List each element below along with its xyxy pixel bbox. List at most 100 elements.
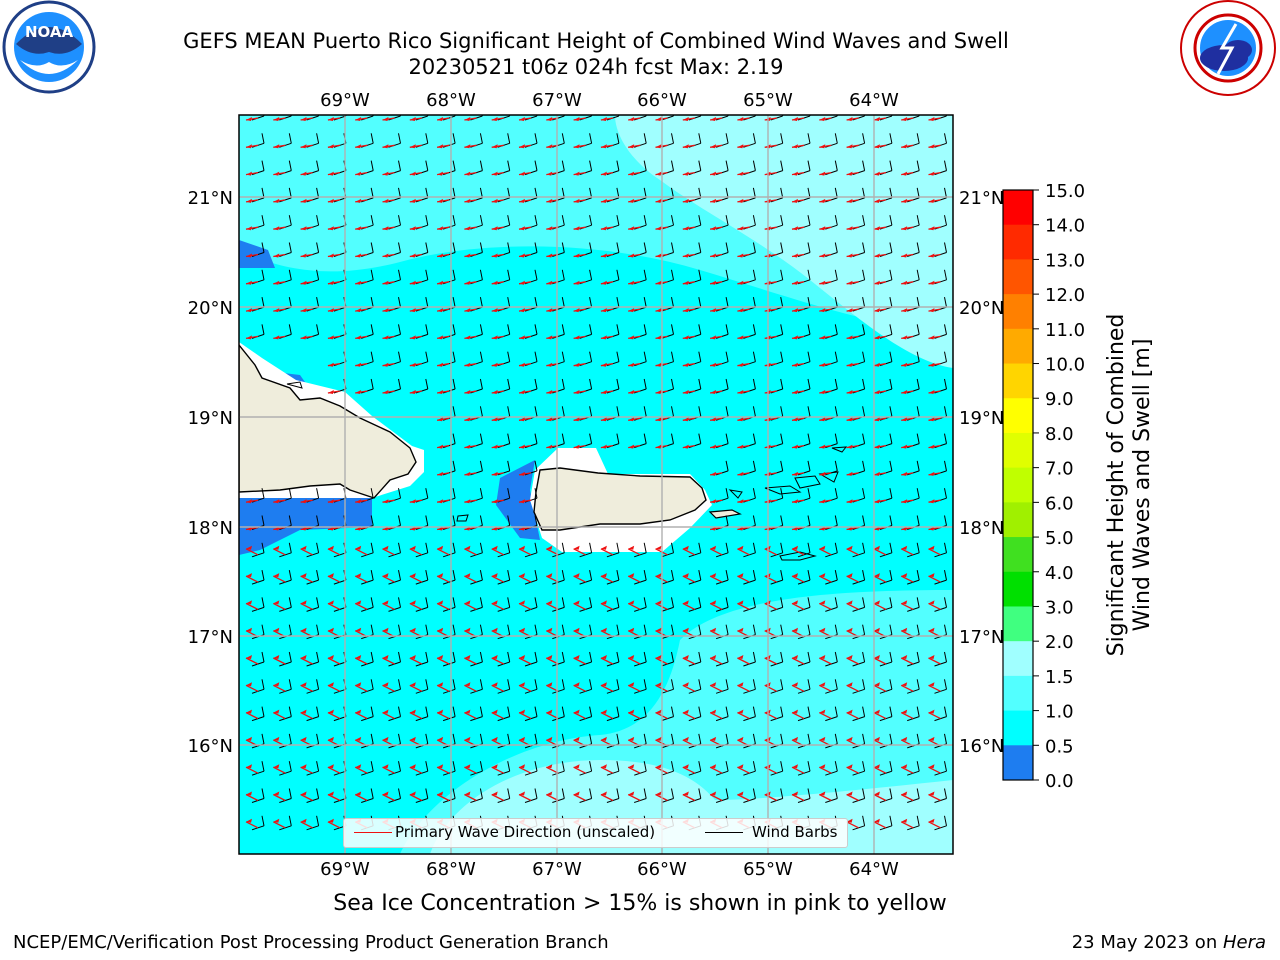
footer-date: 23 May 2023 on Hera (1072, 932, 1266, 953)
wave-direction-arrow (573, 444, 586, 449)
lat-label-left: 16°N (188, 736, 233, 757)
wave-direction-arrow (928, 791, 941, 802)
wave-direction-arrow (382, 226, 395, 231)
wave-direction-arrow (627, 600, 641, 610)
colorbar-segment (1003, 537, 1033, 573)
wave-direction-arrow (600, 655, 614, 665)
wave-direction-arrow (245, 335, 259, 340)
wave-direction-arrow (600, 117, 614, 121)
wave-direction-arrow (300, 545, 313, 556)
wave-direction-arrow (355, 171, 368, 176)
wave-direction-arrow (273, 709, 286, 720)
wave-direction-arrow (846, 573, 859, 583)
wave-direction-arrow (846, 682, 859, 692)
wave-direction-arrow (846, 226, 859, 231)
wave-direction-arrow (628, 417, 641, 422)
wave-direction-arrow (682, 308, 695, 313)
wave-direction-arrow (436, 444, 450, 449)
wave-direction-arrow (436, 471, 450, 476)
colorbar-tick-label: 14.0 (1045, 216, 1085, 237)
wave-direction-arrow (873, 499, 887, 504)
wave-direction-arrow (273, 335, 286, 340)
wave-direction-arrow (409, 682, 423, 692)
wave-direction-arrow (928, 471, 941, 476)
wave-direction-arrow (491, 171, 504, 176)
wave-direction-arrow (901, 226, 914, 231)
wave-direction-arrow (846, 791, 859, 802)
wave-direction-arrow (273, 818, 286, 829)
colorbar-tick-label: 1.0 (1045, 702, 1074, 723)
wave-direction-arrow (709, 226, 723, 231)
wave-direction-arrow (873, 818, 887, 829)
map-gridlines (239, 115, 953, 854)
wave-direction-arrow (737, 471, 750, 476)
wave-direction-arrow (409, 226, 422, 231)
wave-direction-arrow (491, 655, 504, 665)
lat-label-right: 18°N (959, 518, 1004, 539)
wave-direction-arrow (682, 600, 696, 610)
wave-direction-arrow (791, 709, 805, 720)
wave-direction-arrow (737, 600, 750, 610)
wave-direction-arrow (791, 144, 805, 149)
wave-direction-arrow (873, 545, 887, 556)
wave-direction-arrow (436, 655, 450, 665)
wave-direction-arrow (709, 791, 723, 802)
wave-direction-arrow (355, 308, 368, 313)
wave-direction-arrow (573, 144, 586, 149)
wave-direction-arrow (819, 444, 832, 449)
wave-direction-arrow (354, 545, 368, 556)
wave-direction-arrow (409, 709, 423, 720)
wave-direction-arrow (273, 791, 286, 802)
wave-direction-arrow (737, 117, 750, 121)
wave-direction-arrow (355, 362, 368, 367)
lat-label-right: 17°N (959, 627, 1004, 648)
wave-direction-arrow (409, 390, 422, 394)
wave-direction-arrow (682, 709, 696, 720)
wave-direction-arrow (464, 198, 477, 203)
wave-direction-arrow (600, 308, 614, 313)
wave-direction-arrow (928, 144, 941, 149)
wave-direction-arrow (464, 471, 477, 476)
wave-direction-arrow (518, 545, 532, 556)
wave-direction-arrow (873, 226, 887, 231)
wave-direction-arrow (791, 682, 805, 692)
wave-direction-arrow (819, 545, 832, 556)
wave-direction-arrow (627, 545, 641, 556)
lon-label-top: 65°W (743, 90, 793, 111)
wave-direction-arrow (464, 709, 477, 720)
wave-direction-arrow (709, 390, 723, 394)
wave-direction-arrow (491, 117, 504, 121)
lat-label-right: 20°N (959, 298, 1004, 319)
wave-direction-arrow (628, 308, 641, 313)
wave-direction-arrow (873, 335, 887, 340)
wave-direction-arrow (737, 573, 750, 583)
wave-direction-arrow (873, 709, 887, 720)
wave-direction-arrow (819, 171, 832, 176)
wave-direction-arrow (491, 573, 504, 583)
wave-direction-arrow (355, 117, 368, 121)
wave-direction-arrow (600, 600, 614, 610)
wave-direction-arrow (682, 682, 696, 692)
wave-direction-arrow (409, 117, 422, 121)
wave-direction-arrow (491, 308, 504, 313)
wave-direction-arrow (436, 117, 450, 121)
wave-direction-arrow (518, 390, 532, 394)
wave-direction-arrow (300, 499, 313, 504)
wave-direction-arrow (573, 545, 586, 556)
wave-direction-arrow (464, 444, 477, 449)
wave-direction-arrow (709, 545, 723, 556)
wave-direction-arrow (354, 764, 368, 774)
wave-direction-arrow (436, 253, 450, 258)
wave-direction-arrow (382, 362, 395, 367)
wave-direction-arrow (300, 791, 313, 802)
lat-label-right: 19°N (959, 408, 1004, 429)
lon-label-top: 67°W (532, 90, 582, 111)
wave-direction-arrow (819, 362, 832, 367)
colorbar-segment (1003, 467, 1033, 503)
wave-direction-arrow (846, 600, 859, 610)
wave-direction-arrow (273, 144, 286, 149)
wave-direction-arrow (354, 600, 368, 610)
wave-direction-arrow (436, 573, 450, 583)
wave-direction-arrow (464, 573, 477, 583)
wave-direction-arrow (846, 471, 859, 476)
